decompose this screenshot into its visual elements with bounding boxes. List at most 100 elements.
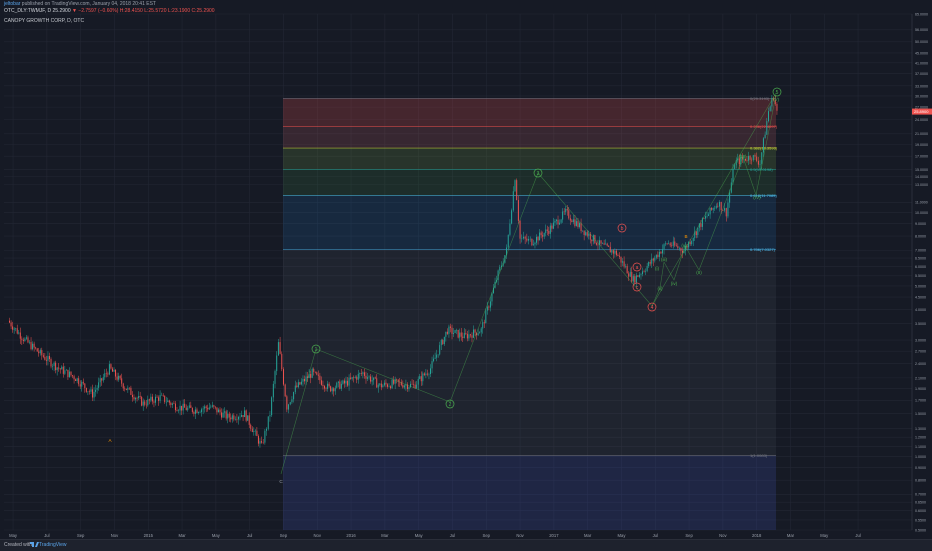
y-tick-label: 3.5000	[915, 322, 926, 326]
candle-body	[588, 233, 590, 236]
candle-body	[313, 368, 315, 372]
candle-body	[680, 247, 682, 251]
candle-body	[259, 441, 261, 444]
candle-body	[128, 387, 130, 389]
candle-body	[67, 369, 69, 378]
candle-body	[99, 378, 101, 383]
candle-body	[119, 375, 121, 379]
candle-body	[744, 158, 746, 161]
candle-body	[534, 242, 536, 245]
candle-body	[405, 384, 407, 386]
candle-body	[221, 412, 223, 418]
y-tick-label: 6.0000	[915, 265, 926, 269]
candle-body	[658, 251, 660, 257]
candle-body	[286, 396, 288, 410]
candle-body	[689, 242, 691, 245]
y-tick-label: 0.5500	[915, 518, 926, 522]
candle-body	[19, 332, 21, 339]
fib-zone	[283, 169, 776, 196]
candle-body	[519, 220, 521, 239]
x-tick-label: 2018	[752, 533, 762, 538]
candle-body	[674, 241, 676, 246]
candles-group	[9, 95, 778, 448]
candle-body	[477, 333, 479, 336]
candle-body	[236, 419, 238, 420]
candle-body	[714, 208, 716, 209]
candle-body	[178, 410, 180, 412]
candle-body	[694, 231, 696, 239]
candle-body	[748, 155, 750, 161]
candle-body	[13, 328, 15, 330]
candle-body	[118, 375, 120, 380]
wave-label: (IV)	[753, 195, 761, 200]
wave-label: (iii)	[661, 257, 668, 262]
tradingview-logo-icon	[30, 542, 39, 547]
candle-body	[68, 371, 70, 378]
candle-body	[241, 415, 243, 417]
candle-body	[560, 219, 562, 223]
wave-label-circle	[533, 168, 543, 178]
candle-body	[632, 276, 634, 282]
candle-body	[752, 155, 754, 161]
x-tick-label: Jul	[653, 533, 658, 538]
candle-body	[254, 430, 256, 432]
candle-body	[483, 322, 485, 324]
candle-body	[524, 236, 526, 239]
x-tick-label: Mar	[381, 533, 389, 538]
candle-body	[677, 246, 679, 249]
candle-body	[764, 134, 766, 139]
candle-body	[154, 396, 156, 403]
candle-body	[654, 257, 656, 261]
candle-body	[557, 219, 559, 225]
candle-body	[247, 415, 249, 421]
wave-label: (V)	[773, 97, 780, 102]
candle-body	[469, 334, 471, 336]
candle-body	[732, 168, 734, 183]
candle-body	[462, 336, 464, 339]
candle-body	[305, 376, 307, 382]
candle-body	[759, 163, 761, 165]
candle-body	[672, 241, 674, 246]
candle-body	[663, 244, 665, 250]
candle-body	[393, 379, 395, 384]
y-tick-label: 1.3000	[915, 427, 926, 431]
y-tick-label: 4.0000	[915, 308, 926, 312]
candle-body	[354, 376, 356, 378]
candle-body	[568, 210, 570, 219]
fib-level-label: 1(1.0083)	[750, 453, 768, 458]
candle-body	[12, 326, 14, 330]
author-link[interactable]: jeltobar	[4, 1, 21, 7]
candle-body	[52, 365, 54, 367]
candle-body	[751, 159, 753, 161]
candle-body	[234, 419, 236, 420]
candle-body	[343, 380, 345, 384]
candle-body	[497, 270, 499, 280]
y-tick-label: 1.7000	[915, 399, 926, 403]
tradingview-link[interactable]: TradingView	[39, 542, 67, 548]
candle-body	[666, 243, 668, 245]
candle-body	[269, 415, 271, 417]
candle-body	[589, 233, 591, 240]
candle-body	[757, 160, 759, 165]
candle-body	[655, 254, 657, 258]
candle-body	[314, 371, 316, 373]
y-tick-label: 7.0000	[915, 249, 926, 253]
y-tick-label: 0.8000	[915, 479, 926, 483]
candle-body	[548, 230, 550, 234]
candle-body	[294, 385, 296, 393]
wave-label-circle	[445, 399, 455, 409]
candle-body	[230, 417, 232, 420]
x-tick-label: 2017	[549, 533, 559, 538]
candle-body	[217, 409, 219, 413]
candle-body	[499, 266, 501, 271]
candle-body	[506, 247, 508, 256]
candle-body	[47, 356, 49, 361]
candle-body	[78, 378, 80, 385]
candle-body	[27, 337, 29, 343]
candle-body	[224, 411, 226, 413]
ohlc-change: ▼ −2.7597 (−0.60%)	[72, 8, 119, 14]
candle-body	[768, 111, 769, 122]
symbol-label: OTC_DLY:TWMJF, D	[4, 8, 52, 14]
candle-body	[396, 379, 398, 380]
